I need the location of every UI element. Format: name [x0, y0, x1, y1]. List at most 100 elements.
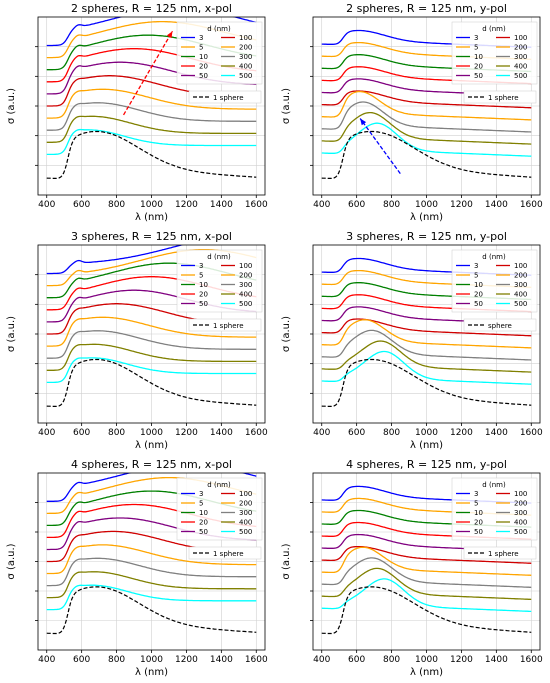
reference-legend-label: sphere	[488, 322, 512, 330]
x-axis-label: λ (nm)	[410, 667, 443, 678]
legend-label-50: 50	[199, 72, 208, 80]
legend-box	[176, 21, 263, 85]
legend-label-10: 10	[199, 509, 208, 517]
legend-label-400: 400	[239, 63, 252, 71]
series-line-reference	[321, 586, 532, 635]
legend-title: d (nm)	[207, 25, 231, 33]
x-tick-label: 800	[383, 655, 400, 665]
legend-label-500: 500	[514, 72, 527, 80]
reference-legend-label: 1 sphere	[213, 94, 244, 102]
legend-label-5: 5	[474, 44, 478, 52]
legend-label-500: 500	[239, 72, 252, 80]
legend-label-100: 100	[514, 262, 527, 270]
x-tick-label: 1000	[415, 200, 438, 210]
reference-legend-box	[188, 90, 262, 104]
series-line-100	[321, 545, 532, 564]
series-line-300	[46, 557, 257, 587]
annotation-arrowhead	[166, 31, 173, 39]
x-tick-label: 1400	[210, 200, 233, 210]
legend-label-3: 3	[199, 34, 203, 42]
series-line-300	[46, 102, 257, 131]
axes-frame	[37, 472, 266, 651]
series-line-reference	[321, 130, 532, 179]
reference-legend-box	[463, 318, 537, 332]
x-axis-label: λ (nm)	[135, 667, 168, 678]
x-tick-label: 1600	[245, 655, 268, 665]
chart-2-spheres-x-pol: 2 spheres, R = 125 nm, x-pol 400 600 800 100…	[6, 2, 268, 223]
legend-label-20: 20	[199, 291, 208, 299]
legend-label-3: 3	[199, 262, 203, 270]
legend-label-400: 400	[239, 519, 252, 527]
y-axis-label: σ (a.u.)	[281, 88, 292, 124]
legend-label-5: 5	[199, 44, 203, 52]
legend-label-500: 500	[514, 300, 527, 308]
series-line-400	[321, 567, 532, 601]
legend-label-3: 3	[199, 490, 203, 498]
legend-label-500: 500	[239, 300, 252, 308]
x-tick-label: 1000	[140, 200, 163, 210]
x-tick-label: 800	[383, 200, 400, 210]
x-tick-label: 800	[108, 428, 125, 438]
x-axis-label: λ (nm)	[135, 212, 168, 223]
legend-label-10: 10	[199, 53, 208, 61]
reference-legend-label: 1 sphere	[213, 550, 244, 558]
legend-box	[451, 249, 538, 313]
chart-3-spheres-y-pol: 3 spheres, R = 125 nm, y-pol 400 600 800 100…	[281, 230, 543, 451]
series-line-reference	[46, 586, 257, 635]
y-axis-label: σ (a.u.)	[281, 316, 292, 352]
series-line-400	[321, 340, 532, 373]
x-tick-label: 1400	[485, 655, 508, 665]
legend-label-300: 300	[239, 509, 252, 517]
x-tick-label: 1600	[520, 200, 543, 210]
x-tick-label: 400	[38, 428, 55, 438]
legend-label-500: 500	[514, 528, 527, 536]
x-tick-label: 1600	[520, 655, 543, 665]
legend-label-5: 5	[474, 272, 478, 280]
legend-label-20: 20	[474, 63, 483, 71]
series-line-reference	[321, 358, 532, 407]
x-tick-label: 1200	[450, 200, 473, 210]
x-tick-label: 1600	[245, 428, 268, 438]
series-line-500	[46, 584, 257, 611]
series-line-400	[46, 343, 257, 371]
legend-box	[451, 21, 538, 85]
axes-frame	[37, 244, 266, 424]
legend-label-50: 50	[199, 528, 208, 536]
legend-label-3: 3	[474, 34, 478, 42]
legend-label-100: 100	[514, 490, 527, 498]
series-line-400	[46, 571, 257, 599]
axes-frame	[312, 244, 541, 424]
legend-label-50: 50	[199, 300, 208, 308]
legend-box	[451, 477, 538, 541]
series-line-3	[46, 245, 184, 275]
x-tick-label: 600	[73, 655, 90, 665]
reference-legend-box	[463, 90, 537, 104]
x-tick-label: 1200	[175, 655, 198, 665]
legend-title: d (nm)	[207, 481, 231, 489]
legend-label-400: 400	[239, 291, 252, 299]
series-line-500	[321, 122, 532, 157]
chart-4-spheres-x-pol: 4 spheres, R = 125 nm, x-pol 400 600 800 100…	[6, 458, 268, 678]
x-tick-label: 800	[108, 200, 125, 210]
x-tick-label: 1200	[175, 428, 198, 438]
chart-2-spheres-y-pol: 2 spheres, R = 125 nm, y-pol 400 600 800 100…	[281, 2, 543, 223]
legend-label-20: 20	[474, 291, 483, 299]
x-tick-label: 600	[348, 200, 365, 210]
chart-title: 2 spheres, R = 125 nm, y-pol	[346, 2, 507, 15]
x-tick-label: 400	[313, 200, 330, 210]
series-line-500	[46, 128, 257, 156]
legend-label-300: 300	[514, 281, 527, 289]
x-axis-label: λ (nm)	[410, 212, 443, 223]
legend-label-200: 200	[239, 44, 252, 52]
series-line-400	[46, 115, 257, 143]
legend-label-400: 400	[514, 519, 527, 527]
x-tick-label: 1200	[450, 428, 473, 438]
y-axis-label: σ (a.u.)	[6, 88, 17, 124]
series-line-300	[46, 330, 257, 359]
annotation-arrow	[123, 30, 174, 116]
series-line-100	[321, 90, 532, 109]
x-tick-label: 1000	[415, 428, 438, 438]
x-axis-label: λ (nm)	[410, 440, 443, 451]
series-line-200	[321, 90, 532, 121]
series-line-200	[321, 546, 532, 576]
